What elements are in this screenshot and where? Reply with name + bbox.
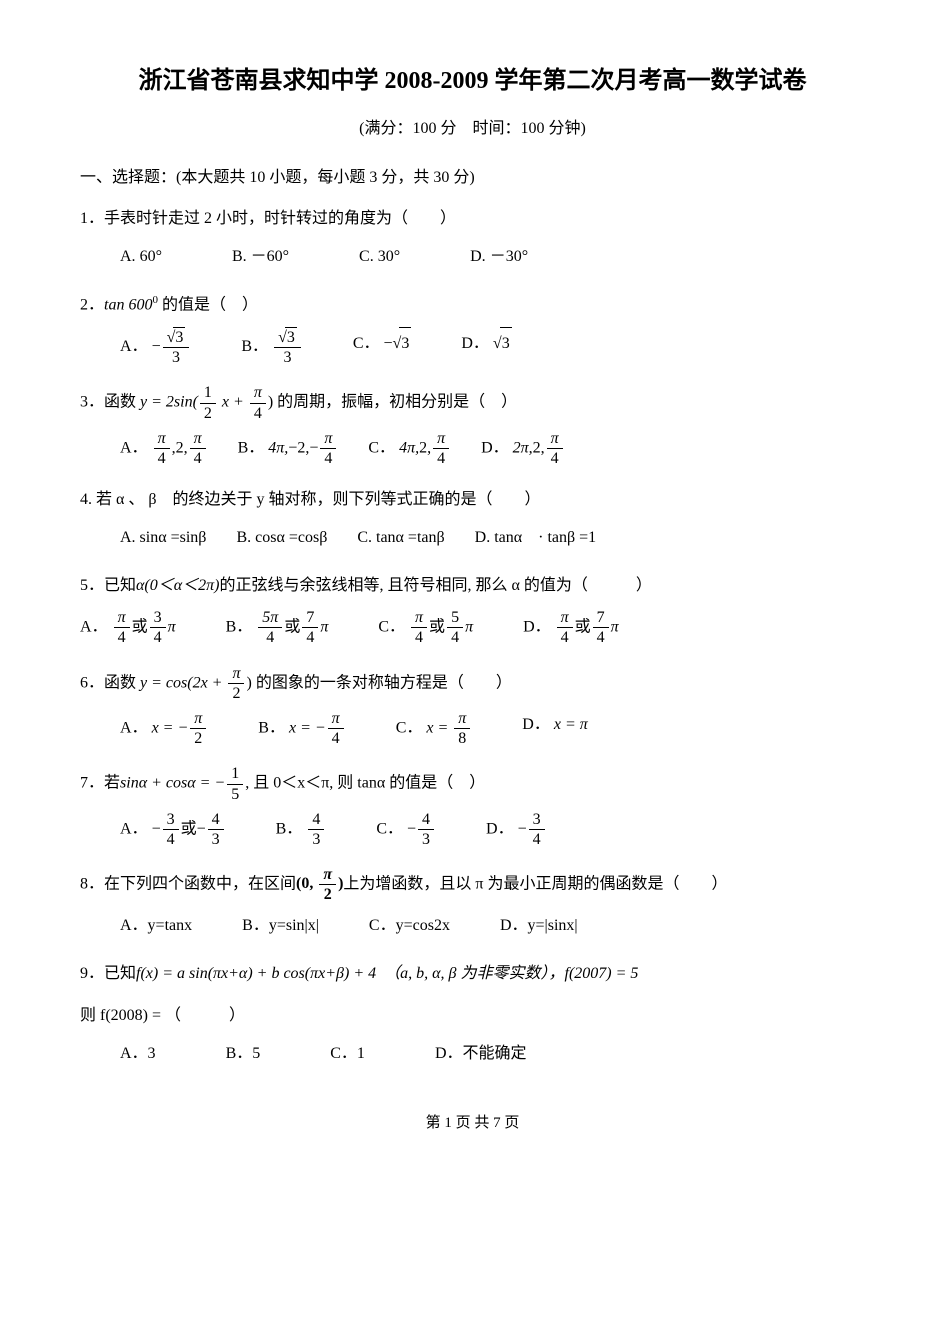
q9-opt-d: D．不能确定 xyxy=(435,1038,527,1070)
question-6: 6．函数 y = cos(2x + π2) 的图象的一条对称轴方程是（ ） A．… xyxy=(80,664,865,749)
q5-opt-b: B． 5π4或74π xyxy=(226,608,329,647)
question-9: 9．已知f(x) = a sin(πx+α) + b cos(πx+β) + 4… xyxy=(80,958,865,1070)
q6-opt-a: A． x = −π2 xyxy=(120,709,208,748)
q3-opt-c: C． 4π,2,π4 xyxy=(368,429,451,468)
question-7: 7．若sinα + cosα = −15, 且 0＜x＜π, 则 tanα 的值… xyxy=(80,764,865,849)
question-5-text: 5．已知α(0＜α＜2π)的正弦线与余弦线相等, 且符号相同, 那么 α 的值为… xyxy=(80,570,865,602)
question-8-text: 8．在下列四个函数中，在区间(0, π2)上为增函数，且以 π 为最小正周期的偶… xyxy=(80,865,865,904)
q1-opt-c: C. 30° xyxy=(359,241,400,273)
q7-opt-d: D． −34 xyxy=(486,810,547,849)
q9-opt-b: B．5 xyxy=(226,1038,261,1070)
q7-opt-c: C． −43 xyxy=(376,810,436,849)
question-2-text: 2．tan 6000 的值是（ ） xyxy=(80,289,865,321)
q7-opt-a: A． −34或−43 xyxy=(120,810,226,849)
question-7-options: A． −34或−43 B． 43 C． −43 D． −34 xyxy=(80,810,865,849)
q3-opt-d: D． 2π,2,π4 xyxy=(481,429,565,468)
q4-opt-c: C. tanα =tanβ xyxy=(357,522,444,554)
q8-opt-d: D．y=|sinx| xyxy=(500,910,578,942)
q5-opt-d: D． π4或74π xyxy=(523,608,619,647)
question-2: 2．tan 6000 的值是（ ） A． −√33 B． √33 C． −√3 … xyxy=(80,289,865,368)
question-7-text: 7．若sinα + cosα = −15, 且 0＜x＜π, 则 tanα 的值… xyxy=(80,764,865,803)
q8-opt-b: B．y=sin|x| xyxy=(242,910,319,942)
q1-opt-b: B. －60° xyxy=(232,241,289,273)
q4-opt-b: B. cosα =cosβ xyxy=(236,522,327,554)
section-1-header: 一、选择题：(本大题共 10 小题，每小题 3 分，共 30 分) xyxy=(80,164,865,193)
q4-opt-d: D. tanα · tanβ =1 xyxy=(475,522,597,554)
question-9-line1: 9．已知f(x) = a sin(πx+α) + b cos(πx+β) + 4… xyxy=(80,958,865,990)
page-title: 浙江省苍南县求知中学 2008-2009 学年第二次月考高一数学试卷 xyxy=(80,60,865,103)
q2-opt-d: D． √3 xyxy=(461,327,511,367)
question-8: 8．在下列四个函数中，在区间(0, π2)上为增函数，且以 π 为最小正周期的偶… xyxy=(80,865,865,942)
q1-opt-d: D. －30° xyxy=(470,241,528,273)
question-9-options: A．3 B．5 C．1 D．不能确定 xyxy=(80,1038,865,1070)
q8-opt-a: A．y=tanx xyxy=(120,910,192,942)
question-3-text: 3．函数 y = 2sin(12 x + π4) 的周期，振幅，初相分别是（ ） xyxy=(80,383,865,422)
question-4-text: 4. 若 α 、 β 的终边关于 y 轴对称，则下列等式正确的是（ ） xyxy=(80,484,865,516)
q5-opt-c: C． π4或54π xyxy=(378,608,473,647)
q6-opt-c: C． x = π8 xyxy=(396,709,473,748)
question-1-text: 1．手表时针走过 2 小时，时针转过的角度为（ ） xyxy=(80,203,865,235)
q9-opt-c: C．1 xyxy=(330,1038,365,1070)
q2-opt-a: A． −√33 xyxy=(120,327,191,367)
question-4-options: A. sinα =sinβ B. cosα =cosβ C. tanα =tan… xyxy=(80,522,865,554)
q6-opt-d: D． x = π xyxy=(522,709,587,748)
question-4: 4. 若 α 、 β 的终边关于 y 轴对称，则下列等式正确的是（ ） A. s… xyxy=(80,484,865,554)
q5-opt-a: A． π4或34π xyxy=(80,608,176,647)
question-6-options: A． x = −π2 B． x = −π4 C． x = π8 D． x = π xyxy=(80,709,865,748)
q1-opt-a: A. 60° xyxy=(120,241,162,273)
question-5: 5．已知α(0＜α＜2π)的正弦线与余弦线相等, 且符号相同, 那么 α 的值为… xyxy=(80,570,865,647)
q3-opt-b: B． 4π,−2,−π4 xyxy=(238,429,339,468)
q3-opt-a: A． π4,2,π4 xyxy=(120,429,208,468)
page-subtitle: (满分：100 分 时间：100 分钟) xyxy=(80,115,865,144)
question-3: 3．函数 y = 2sin(12 x + π4) 的周期，振幅，初相分别是（ ）… xyxy=(80,383,865,468)
page-footer: 第 1 页 共 7 页 xyxy=(80,1110,865,1137)
question-1: 1．手表时针走过 2 小时，时针转过的角度为（ ） A. 60° B. －60°… xyxy=(80,203,865,273)
q9-opt-a: A．3 xyxy=(120,1038,156,1070)
q2-opt-c: C． −√3 xyxy=(353,327,412,367)
q6-opt-b: B． x = −π4 xyxy=(258,709,345,748)
question-5-options: A． π4或34π B． 5π4或74π C． π4或54π D． π4或74π xyxy=(80,608,865,647)
question-1-options: A. 60° B. －60° C. 30° D. －30° xyxy=(80,241,865,273)
q8-opt-c: C．y=cos2x xyxy=(369,910,450,942)
q4-opt-a: A. sinα =sinβ xyxy=(120,522,206,554)
q7-opt-b: B． 43 xyxy=(276,810,327,849)
question-8-options: A．y=tanx B．y=sin|x| C．y=cos2x D．y=|sinx| xyxy=(80,910,865,942)
question-2-options: A． −√33 B． √33 C． −√3 D． √3 xyxy=(80,327,865,367)
question-3-options: A． π4,2,π4 B． 4π,−2,−π4 C． 4π,2,π4 D． 2π… xyxy=(80,429,865,468)
q2-opt-b: B． √33 xyxy=(241,327,302,367)
question-6-text: 6．函数 y = cos(2x + π2) 的图象的一条对称轴方程是（ ） xyxy=(80,664,865,703)
question-9-line2: 则 f(2008) = （ ） xyxy=(80,1000,865,1032)
